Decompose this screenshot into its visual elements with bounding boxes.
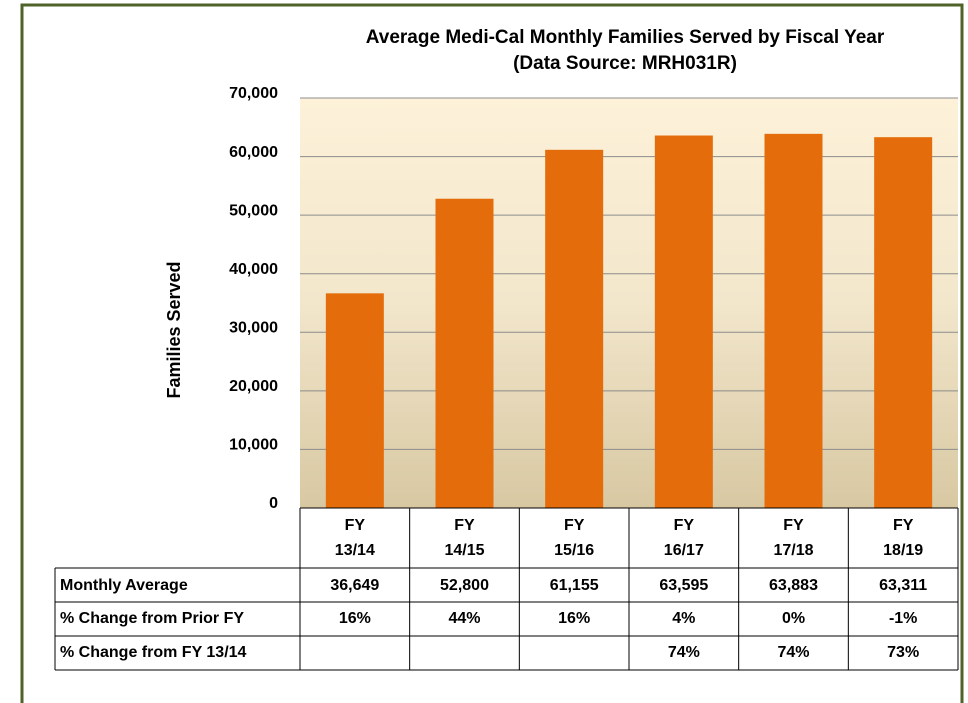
x-tick-label: FY 17/18 <box>773 517 813 559</box>
table-cell: 44% <box>448 610 480 627</box>
y-tick-label: 70,000 <box>229 85 278 102</box>
y-tick-label: 0 <box>269 495 278 512</box>
y-axis-label: Families Served <box>164 261 184 398</box>
plot-area <box>300 98 958 508</box>
x-tick-label: FY 13/14 <box>335 517 375 559</box>
table-cell: 0% <box>782 610 805 627</box>
table-cell: 4% <box>672 610 695 627</box>
table-cell: 74% <box>668 644 700 661</box>
row-label: % Change from Prior FY <box>60 610 244 627</box>
table-cell: 74% <box>777 644 809 661</box>
row-label: Monthly Average <box>60 577 188 594</box>
value-label: 52,800 <box>440 577 489 594</box>
value-label: 63,311 <box>879 577 927 594</box>
y-tick-label: 50,000 <box>229 202 278 219</box>
x-tick-label: FY 18/19 <box>883 517 923 559</box>
row-label: % Change from FY 13/14 <box>60 644 247 661</box>
x-tick-label: FY 14/15 <box>444 517 484 559</box>
bar <box>435 198 494 508</box>
chart-subtitle: (Data Source: MRH031R) <box>513 53 737 74</box>
x-tick-label: FY 16/17 <box>664 517 704 559</box>
y-tick-label: 40,000 <box>229 261 278 278</box>
bar <box>764 133 823 509</box>
value-label: 61,155 <box>550 577 599 594</box>
table-cell: 16% <box>339 610 371 627</box>
y-tick-label: 60,000 <box>229 144 278 161</box>
x-tick-label: FY 15/16 <box>554 517 594 559</box>
table-cell: 73% <box>887 644 919 661</box>
value-label: 36,649 <box>330 577 379 594</box>
y-tick-label: 30,000 <box>229 320 278 337</box>
bar <box>325 293 384 508</box>
bar <box>874 137 933 509</box>
bar <box>545 149 604 508</box>
bar <box>654 135 713 508</box>
value-label: 63,595 <box>659 577 708 594</box>
table-cell: -1% <box>889 610 917 627</box>
value-label: 63,883 <box>769 577 818 594</box>
chart-title: Average Medi-Cal Monthly Families Served… <box>366 27 885 48</box>
y-tick-label: 20,000 <box>229 378 278 395</box>
y-tick-label: 10,000 <box>229 437 278 454</box>
table-cell: 16% <box>558 610 590 627</box>
